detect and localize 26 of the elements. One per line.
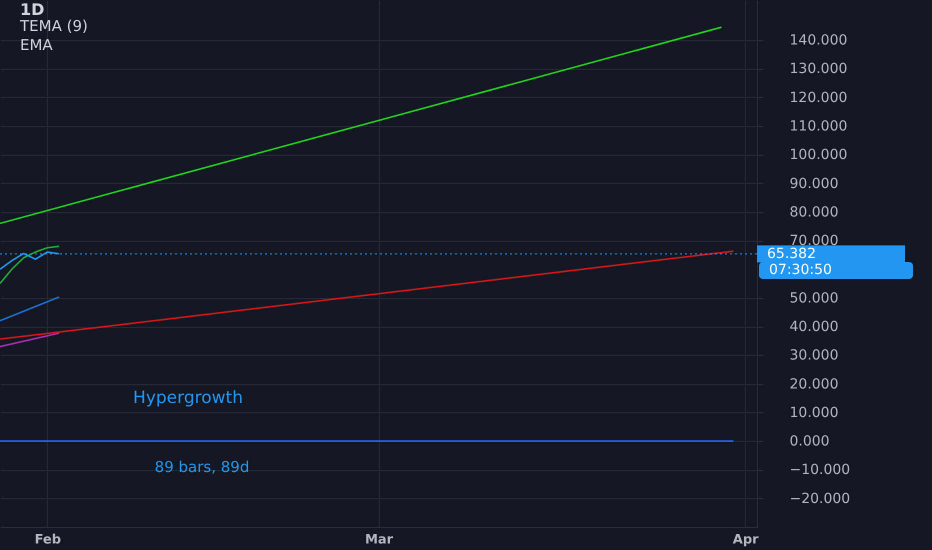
line-series <box>0 246 60 284</box>
y-tick-label: 90.000 <box>790 176 838 192</box>
x-tick-label: Apr <box>732 532 760 548</box>
y-tick-label: 80.000 <box>790 204 838 220</box>
x-tick-label: Feb <box>34 532 62 548</box>
y-tick-label: 120.000 <box>790 90 848 106</box>
y-tick-label: 100.000 <box>790 147 848 164</box>
chart-title: 1D <box>20 0 44 19</box>
y-tick-label: 30.000 <box>790 348 838 364</box>
ref-line-label: 65.382 <box>767 246 816 262</box>
y-tick-label: 40.000 <box>790 319 838 336</box>
y-tick-label: 110.000 <box>790 118 848 135</box>
annotation: Hypergrowth <box>133 388 243 408</box>
y-tick-label: 0.000 <box>790 434 830 450</box>
text: 07:30:50 <box>769 262 832 278</box>
y-tick-label: 50.000 <box>790 290 838 306</box>
y-tick-label: 10.000 <box>790 404 838 421</box>
y-tick-label: 140.000 <box>790 32 848 49</box>
annotation: EMA <box>20 36 54 54</box>
y-tick-label: −10.000 <box>790 462 850 478</box>
y-tick-label: −20.000 <box>790 490 850 507</box>
annotation: TEMA (9) <box>19 17 88 35</box>
y-tick-label: 130.000 <box>790 61 848 78</box>
x-tick-label: Mar <box>364 532 394 548</box>
y-tick-label: 20.000 <box>790 376 838 392</box>
annotation: 89 bars, 89d <box>154 458 250 476</box>
